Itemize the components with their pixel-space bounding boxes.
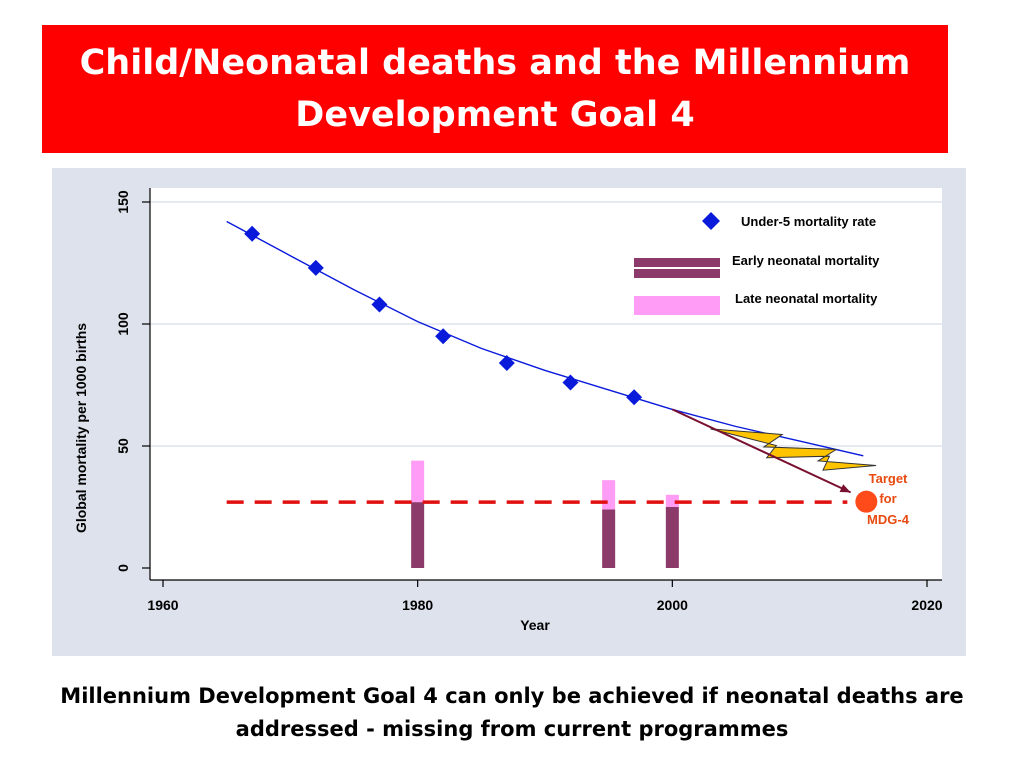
- early-neonatal-bar-1995: [602, 509, 616, 568]
- x-tick-label-2000: 2000: [657, 597, 688, 613]
- mortality-chart: 0 50 100 150 1960 1980 2000 2020 Year Global mo…: [73, 188, 943, 633]
- target-label-line-3: MDG-4: [867, 512, 910, 527]
- y-tick-label-150: 150: [115, 190, 131, 214]
- caption-line-1: Millennium Development Goal 4 can only b…: [60, 684, 964, 708]
- legend-late-swatch: [634, 296, 720, 315]
- projection-arrow-head: [839, 484, 851, 493]
- y-axis-title: Global mortality per 1000 births: [73, 323, 89, 533]
- legend-late-label: Late neonatal mortality: [735, 291, 878, 306]
- under5-point-1977: [371, 296, 388, 313]
- early-neonatal-bar-1980: [411, 502, 425, 568]
- title-banner: Child/Neonatal deaths and the Millennium…: [42, 25, 948, 153]
- slide-caption: Millennium Development Goal 4 can only b…: [40, 680, 984, 746]
- legend-under5-marker: [702, 212, 720, 230]
- x-tick-label-1980: 1980: [402, 597, 433, 613]
- under5-point-1967: [244, 225, 261, 242]
- under5-trend-line: [226, 220, 864, 457]
- under5-point-1992: [562, 374, 579, 391]
- x-tick-label-1960: 1960: [147, 597, 178, 613]
- y-tick-label-50: 50: [115, 438, 131, 454]
- y-tick-label-0: 0: [115, 564, 131, 572]
- x-axis-title: Year: [520, 617, 550, 633]
- under5-point-1987: [498, 355, 515, 372]
- caption-line-2: addressed - missing from current program…: [235, 717, 789, 741]
- legend-under5-label: Under-5 mortality rate: [741, 214, 876, 229]
- lightning-bolt: [710, 428, 877, 471]
- late-neonatal-bar-1980: [411, 460, 425, 503]
- target-label: Target for MDG-4: [867, 471, 910, 527]
- target-label-line-1: Target: [869, 471, 908, 486]
- target-circle: [855, 490, 878, 513]
- chart-panel: 0 50 100 150 1960 1980 2000 2020 Year Global mo…: [52, 168, 966, 656]
- target-label-line-2: for: [879, 491, 896, 506]
- under5-point-1997: [626, 389, 643, 406]
- projection-arrow-line: [671, 408, 852, 494]
- plot-area: [150, 188, 942, 580]
- early-neonatal-bar-2000: [665, 507, 679, 568]
- late-neonatal-bar-2000: [665, 494, 679, 507]
- x-tick-label-2020: 2020: [911, 597, 942, 613]
- slide-title-line-1: Child/Neonatal deaths and the Millennium: [79, 43, 911, 83]
- legend-early-label: Early neonatal mortality: [732, 253, 880, 268]
- late-neonatal-bar-1995: [602, 480, 616, 510]
- y-tick-label-100: 100: [115, 312, 131, 336]
- slide-title-line-2: Development Goal 4: [295, 95, 695, 135]
- under5-point-1972: [307, 259, 324, 276]
- under5-point-1982: [435, 328, 452, 345]
- legend: Under-5 mortality rate Early neonatal mo…: [634, 212, 880, 315]
